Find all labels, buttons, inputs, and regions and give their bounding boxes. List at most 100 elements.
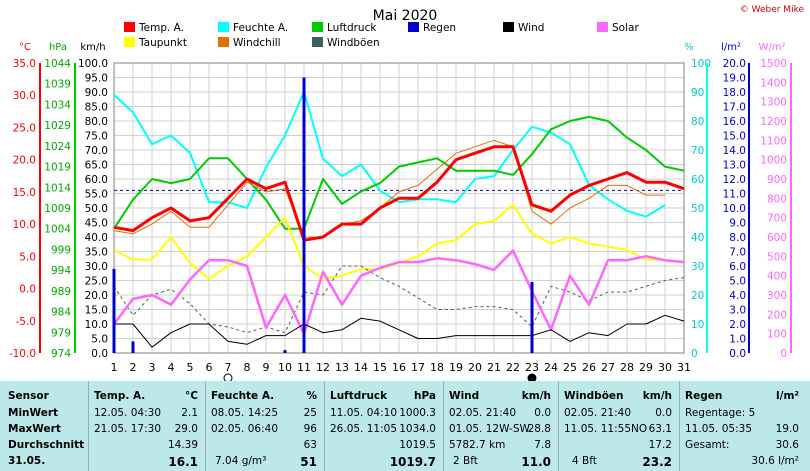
wind-tick-label: 0.0 [91,348,108,360]
day-tick-label: 30 [658,361,672,374]
day-tick-label: 7 [225,361,232,374]
stats-humidity-unit: % [306,390,317,402]
stats-humidity-avg: 63 [303,439,317,451]
stats-rain-days: Regentage: 5 [685,407,756,419]
day-tick-label: 17 [411,361,425,374]
day-tick-label: 31 [677,361,691,374]
pressure-tick-label: 1034 [44,99,71,111]
solar-tick-label: 200 [767,309,787,321]
day-tick-label: 2 [130,361,137,374]
humidity-tick-label: 10 [691,319,704,331]
temp-tick-label: 25.0 [13,122,36,134]
pressure-tick-label: 989 [51,286,71,298]
stats-rain-column: Regen l/m² Regentage: 5 11.05. 05:35 19.… [685,381,803,471]
rain-bar [131,341,135,353]
wind-tick-label: 90.0 [85,87,108,99]
stats-label-avg: Durchschnitt [8,439,85,451]
series-line-feuchte-a [113,91,666,218]
temp-tick-label: -10.0 [9,348,36,360]
rain-tick-label: 19.0 [723,73,746,85]
stats-humidity-min: 25 [303,407,317,419]
wind-tick-label: 10.0 [85,319,108,331]
series-line-solar [113,249,685,335]
rain-tick-label: 3.0 [729,305,746,317]
legend-swatch-1 [124,22,135,32]
stats-humidity-header: Feuchte A. [211,390,275,402]
wind-tick-label: 5.0 [91,334,108,346]
stats-sensor-header: Sensor [8,390,49,402]
axis-header-solar: W/m² [758,42,785,53]
wind-tick-label: 50.0 [85,203,108,215]
wind-tick-label: 75.0 [85,131,108,143]
pressure-tick-label: 979 [51,327,71,339]
solar-tick-label: 700 [767,213,787,225]
day-tick-label: 16 [392,361,406,374]
day-tick-label: 15 [373,361,387,374]
rain-bar [112,268,116,353]
day-tick-label: 13 [335,361,349,374]
humidity-tick-label: 90 [691,87,704,99]
pressure-tick-label: 1044 [44,58,71,70]
temp-tick-label: 30.0 [13,90,36,102]
stats-temp-max: 29.0 [174,423,198,435]
rain-tick-label: 0.0 [729,348,746,360]
stats-humidity-column: Feuchte A. % 08.05. 14:25 25 02.05. 06:4… [211,381,321,471]
wind-tick-label: 55.0 [85,189,108,201]
stats-gust-unit: km/h [642,390,672,402]
wind-tick-label: 30.0 [85,261,108,273]
pressure-tick-label: 1024 [44,141,71,153]
legend-label-8: Windchill [233,37,281,49]
stats-gust-current: 23.2 [642,455,672,469]
wind-tick-label: 100.0 [78,58,108,70]
stats-rain-unit: l/m² [776,390,799,402]
series-line-taupunkt [113,203,665,280]
stats-temp-unit: °C [185,390,198,402]
pressure-tick-label: 994 [51,265,71,277]
legend-label-7: Taupunkt [138,37,187,49]
rain-tick-label: 13.0 [723,160,746,172]
day-tick-label: 28 [620,361,634,374]
credit-label: © Weber Mike [740,5,805,15]
humidity-tick-label: 100 [691,58,711,70]
axis-header-wind: km/h [80,42,105,53]
pressure-tick-label: 974 [51,348,71,360]
legend-label-2: Feuchte A. [233,22,288,34]
humidity-tick-label: 50 [691,203,704,215]
legend-swatch-4 [408,22,419,32]
legend-swatch-2 [218,22,229,32]
stats-temp-column: Temp. A. °C 12.05. 04:30 2.1 21.05. 17:3… [94,381,202,471]
solar-tick-label: 300 [767,290,787,302]
rain-tick-label: 15.0 [723,131,746,143]
stats-pressure-unit: hPa [414,390,436,402]
day-tick-label: 10 [278,361,292,374]
pressure-tick-label: 1009 [44,203,71,215]
humidity-tick-label: 60 [691,174,704,186]
rain-tick-label: 4.0 [729,290,746,302]
day-tick-label: 20 [468,361,482,374]
series-line-temp-a [113,145,685,242]
stats-gust-column: Windböen km/h 02.05. 21:40 0.0 11.05. 11… [564,381,676,471]
solar-tick-label: 1100 [760,135,787,147]
wind-tick-label: 35.0 [85,247,108,259]
stats-rain-current: 30.6 l/m² [751,455,799,467]
solar-tick-label: 400 [767,271,787,283]
day-tick-label: 1 [111,361,118,374]
day-tick-label: 5 [187,361,194,374]
stats-date: 31.05. [8,455,46,467]
rain-tick-label: 10.0 [723,203,746,215]
wind-tick-label: 70.0 [85,145,108,157]
stats-gust-avg: 17.2 [648,439,672,451]
full-moon-icon [223,373,233,381]
day-tick-label: 24 [544,361,558,374]
rain-tick-label: 11.0 [723,189,746,201]
stats-rain-max: 19.0 [775,423,799,435]
humidity-tick-label: 80 [691,116,704,128]
pressure-tick-label: 1014 [44,182,71,194]
pressure-tick-label: 999 [51,244,71,256]
legend-swatch-7 [124,37,135,47]
wind-tick-label: 20.0 [85,290,108,302]
stats-wind-avg: 7.8 [534,439,551,451]
wind-tick-label: 15.0 [85,305,108,317]
stats-label-min: MinWert [8,407,59,419]
stats-pressure-column: Luftdruck hPa 11.05. 04:10 1000.3 26.05.… [330,381,440,471]
